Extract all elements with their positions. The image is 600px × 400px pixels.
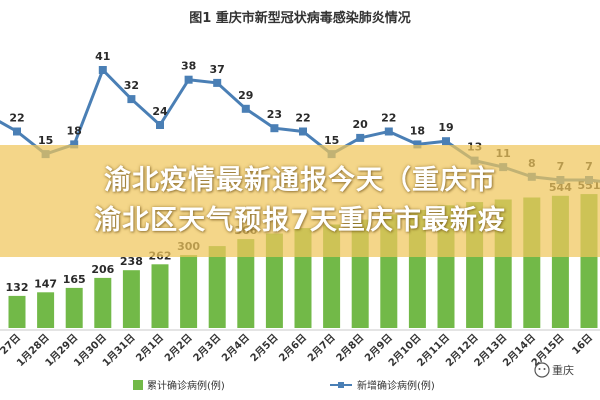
line-value-label-11: 15 [324,134,339,147]
bar-cumulative-3 [94,277,112,328]
x-tick-labels: 27日1月28日1月29日1月30日1月31日2月1日2月2日2月3日2月4日2… [0,332,595,369]
line-value-label-12: 20 [353,118,369,131]
legend-label-new: 新增确诊病例(例) [357,379,435,392]
x-tick-label-0: 27日 [0,332,23,357]
bar-value-label-2: 165 [63,273,86,286]
bar-cumulative-2 [65,287,83,328]
line-value-label-2: 18 [67,124,82,137]
line-marker-7 [213,78,222,87]
line-marker-9 [270,124,279,133]
bar-cumulative-0 [8,295,26,328]
bar-cumulative-9 [265,233,283,328]
line-value-label-3: 41 [95,50,110,63]
line-value-label-10: 22 [295,112,310,125]
line-value-label-15: 19 [438,121,453,134]
line-marker-8 [241,104,250,113]
x-tick-label-9: 2月5日 [248,332,280,364]
headline-overlay: 渝北疫情最新通报今天（重庆市 渝北区天气预报7天重庆市最新疫 [0,145,600,257]
line-marker-4 [127,95,136,104]
line-marker-15 [442,137,450,146]
line-marker-3 [98,66,107,74]
x-tick-label-7: 2月3日 [191,332,223,364]
line-value-label-13: 22 [381,112,396,125]
x-tick-label-6: 2月2日 [162,332,194,364]
bar-cumulative-6 [180,255,198,328]
line-marker-12 [356,133,365,142]
headline-line-2: 渝北区天气预报7天重庆市最新疫 [94,205,506,236]
line-marker-10 [299,127,307,136]
line-value-label-4: 32 [124,79,139,92]
line-value-label-9: 23 [267,108,282,121]
bar-value-label-3: 206 [91,263,114,276]
wechat-icon [534,362,550,378]
line-value-label-1: 15 [38,134,53,147]
line-value-label-5: 24 [152,105,168,118]
chart-title: 图1 重庆市新型冠状病毒感染肺炎情况 [189,10,411,26]
line-marker-5 [156,121,164,129]
x-tick-label-11: 2月7日 [305,332,337,364]
bar-value-label-1: 147 [34,277,57,290]
line-marker-6 [184,75,193,84]
bar-cumulative-1 [37,292,55,328]
x-tick-label-5: 2月1日 [134,332,166,364]
line-value-label-0: 22 [9,112,24,125]
legend-swatch-cumulative [133,380,143,390]
headline-line-1: 渝北疫情最新通报今天（重庆市 [104,165,496,196]
bar-value-label-0: 132 [6,281,29,294]
line-marker-2 [70,140,79,149]
bar-cumulative-5 [151,264,169,328]
bar-cumulative-4 [122,270,140,328]
line-marker-13 [384,127,393,136]
line-marker-0 [13,127,21,136]
bar-cumulative-8 [237,239,255,328]
legend-label-cumulative: 累计确诊病例(例) [147,379,225,392]
x-tick-label-10: 2月6日 [277,332,309,364]
line-value-label-6: 38 [181,60,196,73]
legend-swatch-marker [338,382,344,388]
line-value-label-8: 29 [238,89,253,102]
line-value-label-7: 37 [210,63,225,76]
bar-cumulative-7 [208,246,226,328]
line-marker-14 [413,140,422,149]
x-tick-label-8: 2月4日 [219,332,251,364]
line-value-label-14: 18 [410,124,425,137]
x-tick-label-12: 2月8日 [334,332,366,364]
bar-value-label-4: 238 [120,255,143,268]
legend: 累计确诊病例(例) 新增确诊病例(例) [133,379,435,392]
watermark-text: 重庆 [552,363,574,377]
watermark: 重庆 [534,362,574,378]
x-tick-label-20: 16日 [570,332,595,357]
